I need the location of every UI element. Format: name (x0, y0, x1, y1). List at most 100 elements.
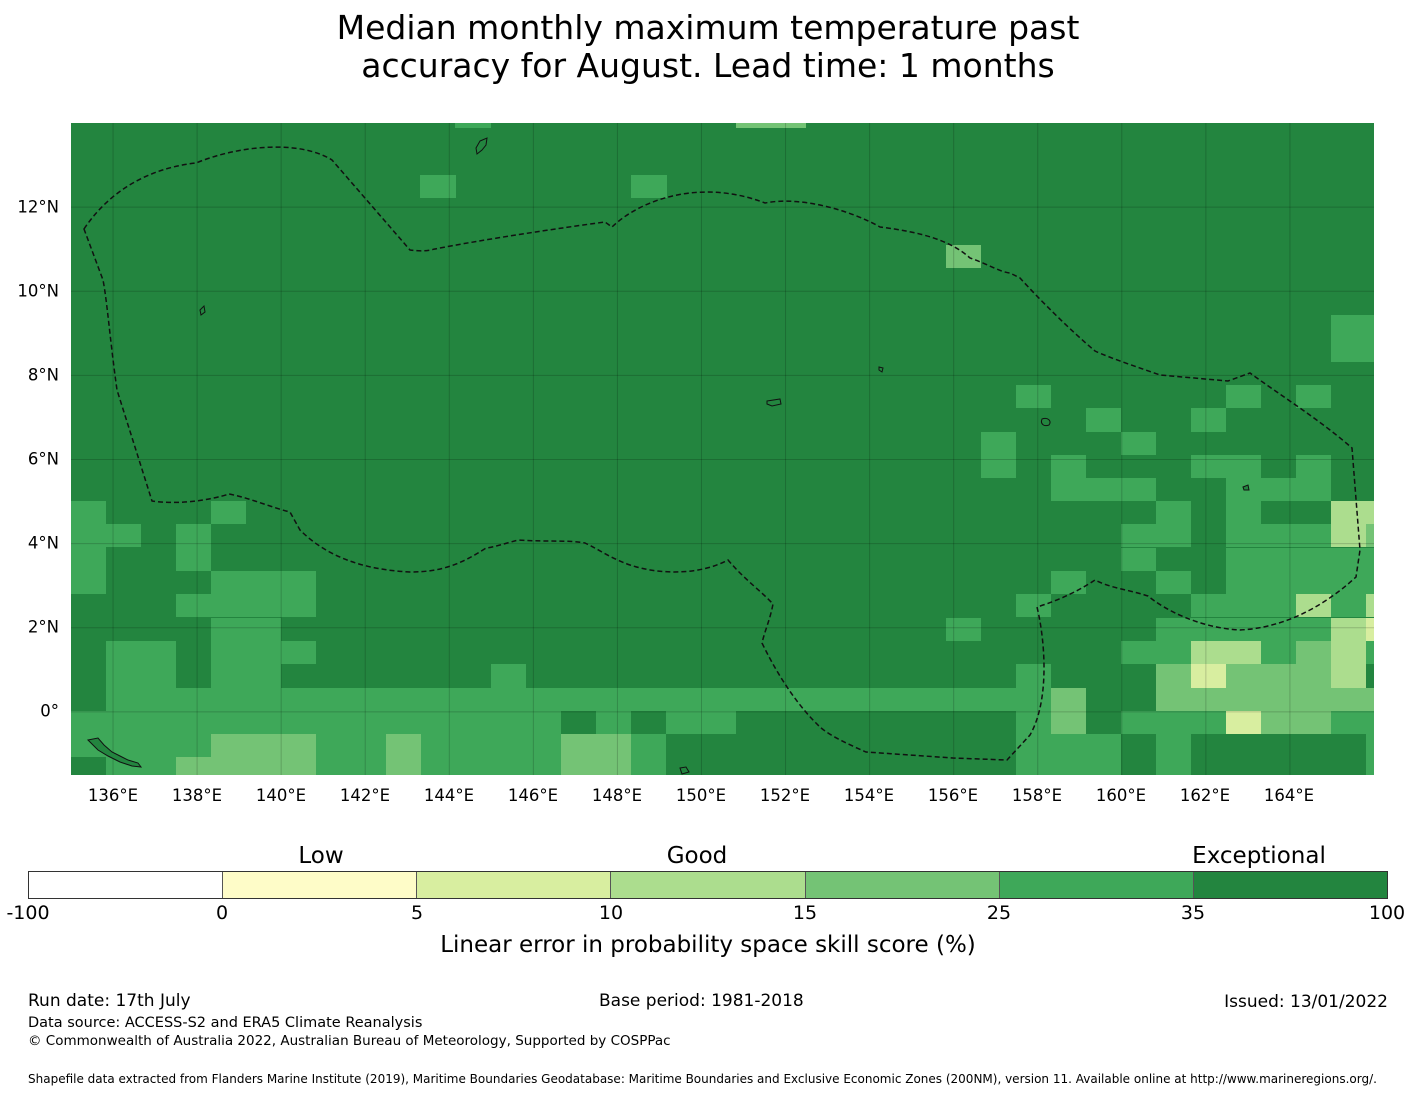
skill-cell (211, 501, 246, 524)
copyright: © Commonwealth of Australia 2022, Austra… (28, 1033, 671, 1049)
colorbar-tick-label: 5 (410, 902, 424, 924)
skill-cell (1226, 711, 1261, 734)
skill-cell (631, 175, 667, 198)
skill-cell (1261, 641, 1296, 664)
skill-cell (1016, 734, 1121, 775)
skill-cell (1051, 571, 1086, 594)
skill-cell (1156, 664, 1191, 688)
lon-tick-label: 144°E (423, 786, 475, 805)
skill-cell (631, 734, 666, 775)
skill-cell (1121, 524, 1156, 547)
shapefile-credit: Shapefile data extracted from Flanders M… (28, 1072, 1377, 1086)
skill-cell (1366, 524, 1374, 547)
colorbar-segment (999, 872, 1194, 898)
skill-cell (1226, 664, 1331, 688)
skill-cell (106, 524, 141, 547)
lon-tick-label: 136°E (87, 786, 139, 805)
skill-cell (1191, 641, 1261, 664)
skill-cells (71, 123, 1374, 775)
skill-cell (1191, 408, 1226, 432)
skill-cell (1121, 548, 1156, 571)
skill-cell (1086, 408, 1121, 432)
skill-cell (421, 734, 526, 775)
colorbar-segment (611, 872, 806, 898)
colorbar-tick-label: -100 (6, 902, 50, 924)
colorbar-tick-label: 10 (598, 902, 624, 924)
skill-cell (211, 734, 316, 775)
lat-tick-label: 4°N (27, 533, 59, 553)
skill-cell (176, 757, 211, 775)
skill-cell (1051, 711, 1086, 734)
skill-cell (526, 734, 561, 775)
skill-cell (1016, 594, 1051, 617)
skill-cell (1331, 618, 1366, 641)
guam-island (475, 137, 488, 155)
lat-tick-label: 0° (40, 701, 59, 721)
skill-cell (1226, 501, 1261, 524)
skill-cell (106, 641, 176, 688)
skill-map (71, 123, 1374, 775)
skill-cell (1051, 455, 1086, 478)
skill-cell (1191, 664, 1226, 688)
skill-cell (1226, 524, 1261, 547)
colorbar-segment (417, 872, 612, 898)
map-title-line-2: accuracy for August. Lead time: 1 months (361, 46, 1055, 85)
base-period: Base period: 1981-2018 (599, 991, 804, 1011)
colorbar-tick-label: 35 (1180, 902, 1206, 924)
lat-tick-label: 2°N (27, 617, 59, 637)
colorbar-tick-label: 0 (215, 902, 229, 924)
skill-cell (1331, 711, 1374, 734)
lon-tick-label: 162°E (1179, 786, 1231, 805)
skill-cell (1366, 594, 1374, 617)
map-gridlines (71, 123, 1374, 775)
skill-cell (1156, 734, 1191, 775)
colorbar-tick-label: 100 (1368, 902, 1406, 924)
lon-tick-label: 138°E (171, 786, 223, 805)
skill-cell (666, 711, 736, 734)
lat-tick-label: 10°N (17, 281, 59, 301)
lon-tick-label: 142°E (339, 786, 391, 805)
skill-cell (211, 618, 281, 641)
skill-cell (316, 734, 386, 775)
skill-cell (281, 641, 316, 664)
skill-cell (211, 641, 281, 688)
skill-cell (211, 594, 316, 617)
skill-cell (71, 501, 106, 594)
lon-tick-label: 160°E (1095, 786, 1147, 805)
lon-tick-label: 140°E (255, 786, 307, 805)
skill-cell (1296, 385, 1331, 408)
skill-cell (1121, 711, 1226, 734)
lat-tick-label: 6°N (27, 449, 59, 469)
skill-cell (1156, 501, 1191, 524)
skill-cell (491, 664, 526, 688)
data-source: Data source: ACCESS-S2 and ERA5 Climate … (28, 1015, 423, 1031)
skill-cell (1331, 664, 1366, 688)
lon-tick-label: 150°E (675, 786, 727, 805)
skill-cell (211, 571, 316, 594)
colorbar-segment (223, 872, 418, 898)
skill-cell (596, 711, 631, 734)
skill-cell (946, 618, 981, 641)
skill-cell (1331, 315, 1374, 362)
skill-cell (1331, 501, 1374, 524)
skill-cell (106, 688, 976, 711)
lon-tick-label: 164°E (1263, 786, 1315, 805)
run-date: Run date: 17th July (28, 991, 191, 1011)
skill-cell (176, 594, 211, 617)
skill-cell (1296, 641, 1331, 664)
skill-cell (981, 432, 1016, 478)
skill-cell (1016, 385, 1051, 408)
palau-islands (86, 737, 143, 768)
skill-cell (1366, 618, 1374, 641)
colorbar-tick-label: 25 (986, 902, 1012, 924)
skill-cell (71, 734, 211, 757)
skill-cell (1016, 711, 1051, 734)
skill-cell (1366, 641, 1374, 664)
skill-cell (1331, 524, 1366, 547)
skill-cell (1121, 432, 1156, 455)
map-title-line-1: Median monthly maximum temperature past (336, 8, 1080, 47)
colorbar-category-exceptional: Exceptional (1192, 843, 1326, 869)
colorbar-segment (29, 872, 224, 898)
skill-cell (176, 524, 211, 571)
skill-cell (1016, 688, 1051, 711)
